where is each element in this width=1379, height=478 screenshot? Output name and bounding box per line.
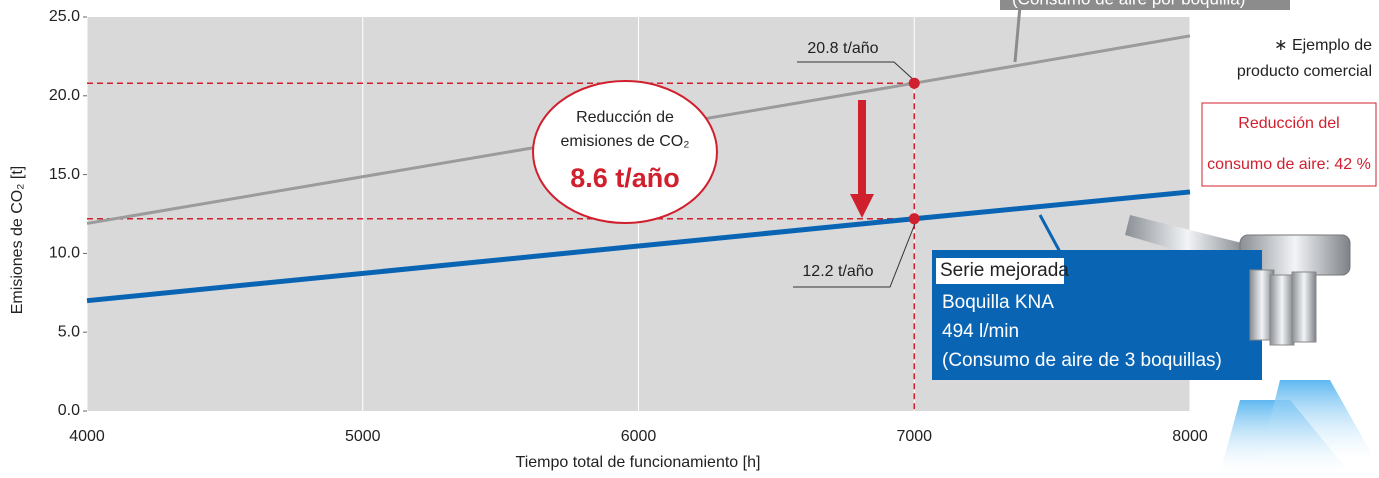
bubble-text: Reducción de bbox=[576, 109, 674, 126]
y-tick-label: 5.0 bbox=[58, 323, 80, 340]
y-tick-label: 25.0 bbox=[49, 8, 80, 25]
x-tick-label: 8000 bbox=[1172, 428, 1208, 445]
y-tick-label: 15.0 bbox=[49, 166, 80, 183]
highlight-point bbox=[909, 78, 920, 89]
x-tick-label: 7000 bbox=[896, 428, 932, 445]
box-text: 494 l/min bbox=[942, 321, 1019, 342]
spray bbox=[1260, 380, 1375, 460]
reduction-text: consumo de aire: 42 % bbox=[1207, 156, 1371, 173]
box-text: (Consumo de aire de 3 boquillas) bbox=[942, 350, 1222, 371]
x-axis-label: Tiempo total de funcionamiento [h] bbox=[516, 454, 761, 471]
x-tick-label: 5000 bbox=[345, 428, 381, 445]
point-label: 12.2 t/año bbox=[802, 263, 873, 280]
x-tick-label: 4000 bbox=[69, 428, 105, 445]
y-tick-label: 0.0 bbox=[58, 402, 80, 419]
box-text: Boquilla KNA bbox=[942, 292, 1054, 313]
y-tick-label: 20.0 bbox=[49, 87, 80, 104]
note: producto comercial bbox=[1237, 63, 1372, 80]
point-label: 20.8 t/año bbox=[807, 40, 878, 57]
nozzles bbox=[1250, 270, 1316, 345]
highlight-point bbox=[909, 213, 920, 224]
bubble bbox=[533, 81, 717, 223]
y-tick-label: 10.0 bbox=[49, 245, 80, 262]
reduction-text: Reducción del bbox=[1238, 115, 1339, 132]
legend-text: (Consumo de aire por boquilla) bbox=[1012, 0, 1245, 8]
y-axis-label: Emisiones de CO₂ [t] bbox=[9, 166, 26, 314]
bubble-value: 8.6 t/año bbox=[570, 163, 680, 193]
legend-text: Serie mejorada bbox=[940, 260, 1069, 281]
chart: Reducción de emisiones de CO₂ 8.6 t/año … bbox=[0, 0, 1379, 473]
bubble-text: emisiones de CO₂ bbox=[561, 133, 690, 150]
x-tick-label: 6000 bbox=[621, 428, 657, 445]
note: ∗ Ejemplo de bbox=[1274, 37, 1372, 54]
